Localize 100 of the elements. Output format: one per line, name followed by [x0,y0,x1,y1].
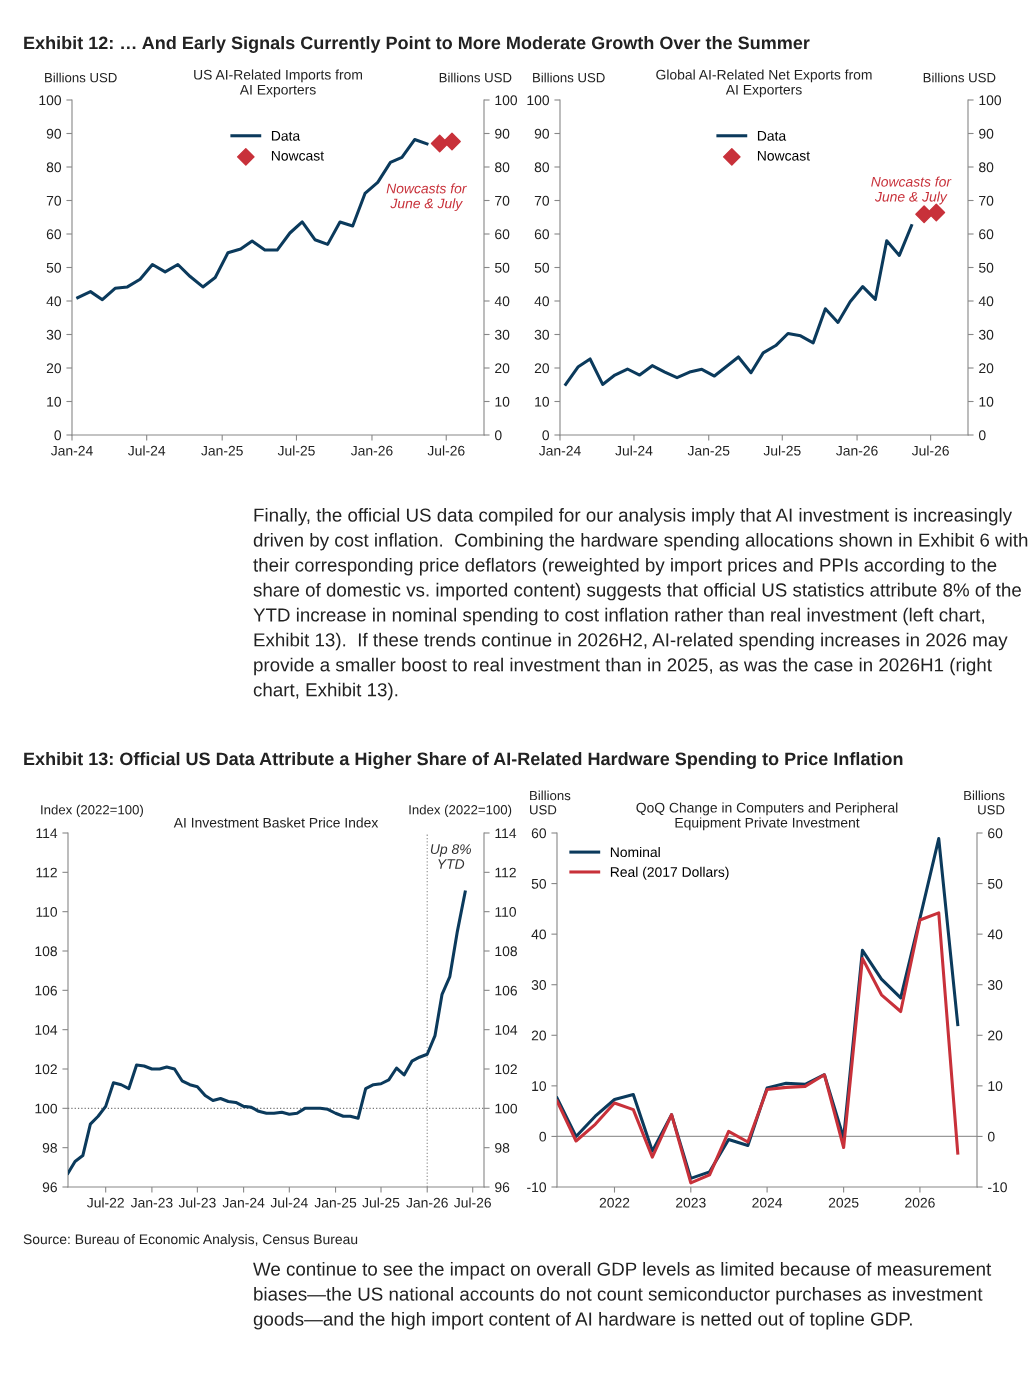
y2-tick-label: 104 [495,1025,518,1035]
y2-tick-label: 20 [495,363,510,374]
y2-tick-label: 30 [978,329,994,340]
chart-title: AI Investment Basket Price Index [173,817,379,828]
y2-tick-label: 100 [979,95,1002,106]
y-tick-label: 30 [531,980,547,990]
y2-tick-label: 20 [979,363,994,374]
legend-label: Nowcast [271,150,324,161]
y-tick-label: 40 [46,296,62,307]
legend-label: Data [757,131,787,141]
y2-axis-title: Billions USD [923,72,996,83]
legend-label: Real (2017 Dollars) [610,866,729,880]
y2-tick-label: -10 [988,1182,1007,1193]
y2-axis-title: Billions USD [964,790,1005,815]
x-tick-label: 2024 [752,1197,783,1208]
y-tick-label: 10 [535,396,550,407]
y-tick-label: 90 [46,128,62,139]
y-tick-label: 60 [534,229,550,240]
x-tick-label: Jan-26 [406,1197,448,1208]
x-tick-label: 2022 [599,1197,630,1208]
y2-tick-label: 40 [987,929,1003,940]
y2-tick-label: 50 [978,262,994,273]
y2-tick-label: 110 [495,907,517,917]
y-axis-title: Index (2022=100) [41,804,143,818]
y-tick-label: 100 [35,1103,58,1114]
y2-tick-label: 30 [494,329,510,340]
y-tick-label: 60 [531,828,547,839]
y2-tick-label: 10 [988,1081,1003,1092]
y-tick-label: -10 [527,1182,547,1193]
x-tick-label: Jul-25 [277,445,315,456]
text: Exhibit 13: Official US Data Attribute a Higher Share of AI-Related Hardware Spending to Price Inflation [24,752,903,769]
x-tick-label: Jan-24 [50,445,93,456]
y2-tick-label: 50 [494,262,510,273]
y-tick-label: 30 [534,329,550,340]
y-tick-label: 102 [35,1064,57,1075]
y2-tick-label: 112 [495,867,516,878]
y2-tick-label: 20 [988,1030,1003,1041]
y-tick-label: 100 [39,95,62,106]
chart-title: US AI-Related Imports from AI Exporters [194,69,362,98]
line-series [557,911,960,1185]
y-tick-label: 70 [534,195,550,206]
y2-tick-label: 40 [978,296,994,307]
y-tick-label: 20 [46,363,62,374]
y-tick-label: 114 [36,828,58,839]
y2-tick-label: 96 [495,1182,510,1193]
y2-tick-label: 10 [495,396,510,407]
x-tick-label: Jul-25 [362,1197,400,1208]
annotation: Up 8% YTD [430,844,471,869]
x-tick-label: 2026 [905,1197,935,1208]
y-tick-label: 20 [534,363,550,374]
x-tick-label: Jan-24 [222,1197,265,1208]
x-tick-label: Jan-24 [538,445,581,456]
y-tick-label: 0 [539,1131,547,1142]
y2-tick-label: 70 [495,195,510,206]
chart-title: QoQ Change in Computers and Peripheral Equipment Private Investment [636,802,898,831]
y-tick-label: 10 [47,396,62,407]
text: We continue to see the impact on overall GDP levels as limited because of measurement biases—the US national accounts do not count semiconductor purchases as investment goods—and the high import content of AI hardware is netted out of topline GDP. [253,1262,992,1330]
y-axis-title: Billions USD [530,790,571,815]
y2-tick-label: 90 [979,128,994,139]
y2-tick-label: 100 [495,1103,518,1114]
y2-tick-label: 0 [987,1131,995,1142]
y2-tick-label: 60 [988,828,1003,839]
y-tick-label: 90 [534,128,550,139]
x-tick-label: Jul-23 [178,1197,216,1208]
legend-label: Nominal [610,846,660,858]
y2-tick-label: 80 [495,162,510,173]
x-tick-label: Jan-26 [350,445,393,456]
y-tick-label: 106 [35,985,57,996]
y-tick-label: 98 [42,1143,57,1153]
y-tick-label: 100 [527,95,550,106]
y-tick-label: 40 [534,296,550,307]
y-tick-label: 50 [534,262,550,273]
y-tick-label: 80 [46,162,62,173]
text: Finally, the official US data compiled for our analysis imply that AI investment is increasingly driven by cost inflation. Combining the hardware spending allocations shown in Exhibit 6 with their corresponding price deflators (reweighted by import prices and PPIs according to the share of domestic vs. imported content) suggests that official US statistics attribute 8% of the YTD increase in nominal spending to cost inflation rather than real investment (left chart, Exhibit 13). If these trends continue in 2026H2, AI-related spending increases in 2026 may provide a smaller boost to real investment than in 2025, as was the case in 2026H1 (right chart, Exhibit 13). [253,508,1028,701]
y2-tick-label: 102 [495,1064,517,1075]
y2-axis-title: Billions USD [439,72,512,83]
y-tick-label: 110 [36,907,58,917]
y2-tick-label: 10 [979,396,994,407]
y-tick-label: 40 [531,929,547,940]
x-tick-label: Jul-25 [763,445,801,456]
y2-tick-label: 106 [495,985,517,996]
y-tick-label: 104 [35,1025,58,1035]
x-tick-label: Jan-25 [314,1197,357,1208]
text: Exhibit 12: … And Early Signals Currently Point to More Moderate Growth Over the Summer [24,36,810,53]
x-tick-label: 2023 [676,1197,706,1208]
x-tick-label: Jul-26 [427,445,465,456]
y2-tick-label: 80 [979,162,994,173]
annotation: Nowcasts for June & July [386,183,467,212]
y2-tick-label: 40 [494,296,510,307]
x-tick-label: Jul-26 [911,445,949,456]
legend-label: Data [271,131,301,141]
x-tick-label: Jul-26 [454,1197,491,1208]
x-tick-label: Jul-22 [86,1197,124,1208]
y2-tick-label: 50 [987,878,1003,889]
y-tick-label: 50 [46,262,62,273]
x-tick-label: Jul-24 [127,445,166,456]
annotation: Nowcasts for June & July [871,176,952,205]
y-axis-title: Billions USD [45,72,117,83]
y-tick-label: 112 [36,867,57,878]
x-tick-label: Jan-25 [201,445,243,456]
